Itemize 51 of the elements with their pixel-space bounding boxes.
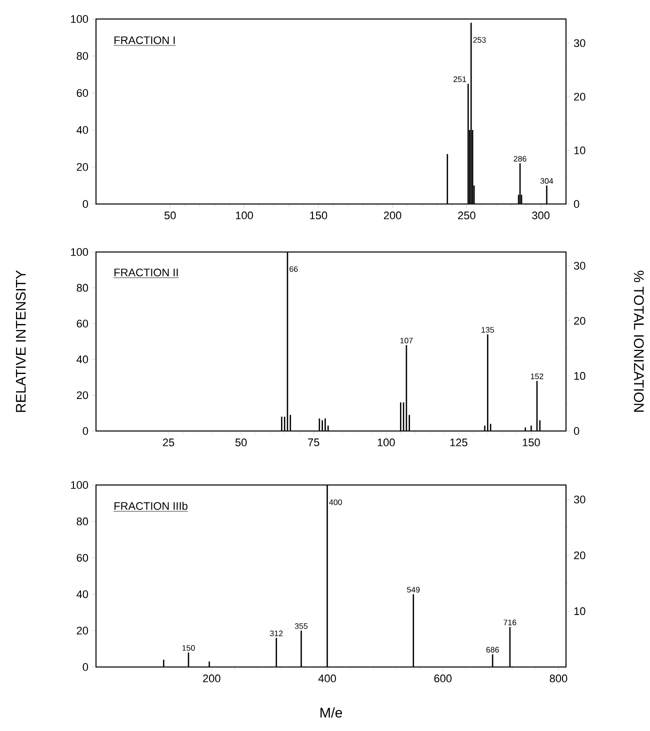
y2-tick-label: 0 [574,200,580,208]
x-tick-label: 100 [378,438,395,446]
x-tick-label: 150 [522,438,540,446]
text: FRACTION I [114,36,175,44]
y-tick-label: 60 [76,554,88,562]
x-tick-label: 50 [235,438,247,446]
x-tick-label: 125 [450,438,468,446]
y2-axis-title: % TOTAL IONIZATION [634,270,644,412]
x-tick-label: 25 [162,438,174,446]
y-tick-label: 40 [76,590,88,598]
y-tick-label: 0 [82,200,88,208]
x-tick-label: 800 [550,674,568,682]
y-tick-label: 40 [76,126,88,134]
y-tick-label: 100 [71,248,88,256]
y-tick-label: 20 [76,391,88,400]
y-tick-label: 80 [76,52,88,60]
y2-tick-label: 10 [574,372,586,380]
y-tick-label: 0 [82,427,88,435]
x-axis-title: M/e [320,707,342,718]
y2-tick-label: 30 [574,39,586,48]
y2-tick-label: 10 [574,146,586,154]
y2-tick-label: 30 [574,262,586,270]
x-tick-label: 600 [434,674,452,682]
y-tick-label: 20 [76,626,88,634]
x-tick-label: 100 [236,212,253,220]
y2-tick-label: 20 [574,316,586,325]
y-tick-label: 0 [82,663,88,671]
y-axis-title: RELATIVE INTENSITY [16,270,26,412]
text: FRACTION II [114,268,178,276]
y2-tick-label: 0 [574,427,580,435]
x-tick-label: 400 [318,674,336,682]
x-tick-label: 200 [384,212,402,220]
x-tick-label: 200 [203,674,220,682]
x-tick-label: 150 [310,212,328,220]
y-tick-label: 100 [71,15,88,23]
x-tick-label: 300 [532,212,550,220]
y2-tick-label: 20 [574,551,586,560]
y-tick-label: 60 [76,320,88,328]
y2-tick-label: 30 [574,496,586,504]
x-tick-label: 75 [308,438,320,446]
y-tick-label: 80 [76,284,88,292]
y-tick-label: 20 [76,163,88,171]
y-tick-label: 80 [76,518,88,526]
text: FRACTION IIIb [114,502,188,510]
x-tick-label: 50 [164,212,176,220]
y2-tick-label: 20 [574,92,586,101]
y-tick-label: 60 [76,89,88,97]
y2-tick-label: 10 [574,607,586,616]
y-tick-label: 100 [71,481,88,489]
x-tick-label: 250 [458,212,476,220]
y-tick-label: 40 [76,356,88,364]
